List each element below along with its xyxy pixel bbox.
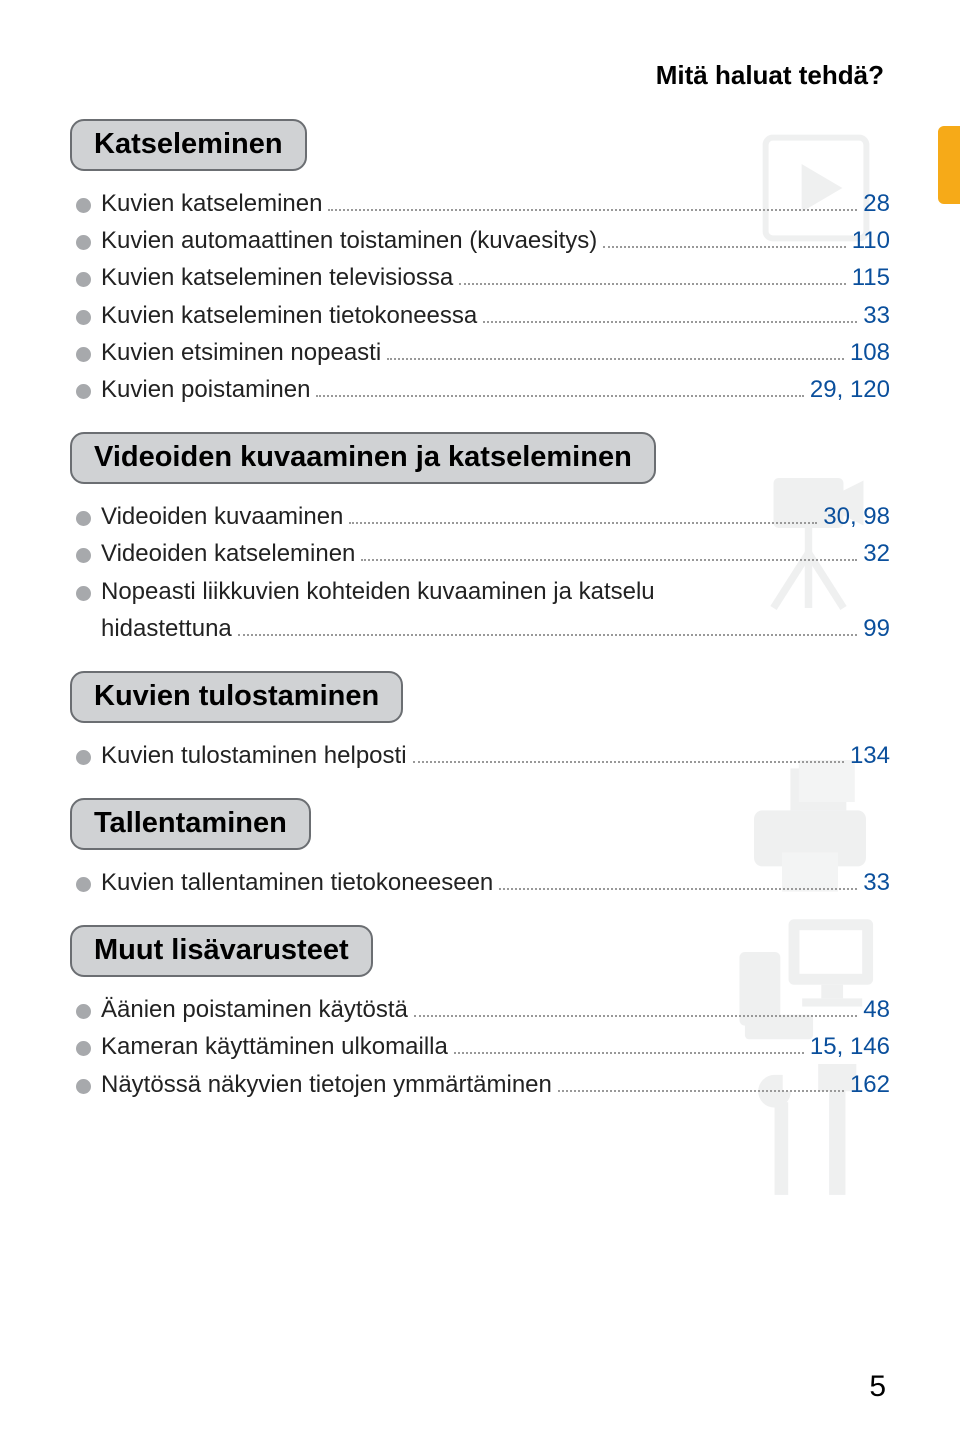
item-label: Äänien poistaminen käytöstä: [101, 991, 408, 1028]
section-title: Videoiden kuvaaminen ja katseleminen: [70, 432, 656, 484]
item-label: Kuvien katseleminen tietokoneessa: [101, 297, 477, 334]
item-label: Kameran käyttäminen ulkomailla: [101, 1028, 448, 1065]
section-katseleminen: Katseleminen Kuvien katseleminen 28 Kuvie…: [70, 119, 890, 408]
bullet-icon: [76, 1004, 91, 1019]
bullet-icon: [76, 1041, 91, 1056]
bullet-icon: [76, 1079, 91, 1094]
leader-dots: [316, 373, 803, 397]
toc-item[interactable]: Kuvien tulostaminen helposti 134: [70, 737, 890, 774]
toc-item[interactable]: Videoiden kuvaaminen 30, 98: [70, 498, 890, 535]
toc-item[interactable]: Kuvien poistaminen 29, 120: [70, 371, 890, 408]
leader-dots: [328, 187, 857, 211]
bullet-icon: [76, 750, 91, 765]
bullet-icon: [76, 586, 91, 601]
page-ref: 99: [863, 610, 890, 647]
item-label-line2: hidastettuna: [101, 610, 232, 647]
item-label: Näytössä näkyvien tietojen ymmärtäminen: [101, 1066, 552, 1103]
page-ref: 115: [852, 259, 890, 296]
page-ref: 15, 146: [810, 1028, 890, 1065]
bullet-icon: [76, 310, 91, 325]
item-label: Kuvien etsiminen nopeasti: [101, 334, 381, 371]
page-ref: 110: [852, 222, 890, 259]
leader-dots: [499, 866, 857, 890]
item-label: Videoiden katseleminen: [101, 535, 355, 572]
toc-item[interactable]: Kuvien katseleminen televisiossa 115: [70, 259, 890, 296]
toc-item[interactable]: Kuvien katseleminen 28: [70, 185, 890, 222]
section-tulostaminen: Kuvien tulostaminen Kuvien tulostaminen …: [70, 671, 890, 774]
leader-dots: [413, 739, 844, 763]
section-title: Kuvien tulostaminen: [70, 671, 403, 723]
page-ref: 30, 98: [823, 498, 890, 535]
section-title: Tallentaminen: [70, 798, 311, 850]
toc-item[interactable]: Kuvien katseleminen tietokoneessa 33: [70, 297, 890, 334]
bullet-icon: [76, 347, 91, 362]
bullet-icon: [76, 877, 91, 892]
item-label: Videoiden kuvaaminen: [101, 498, 343, 535]
bullet-icon: [76, 198, 91, 213]
leader-dots: [361, 537, 857, 561]
toc-item[interactable]: Näytössä näkyvien tietojen ymmärtäminen 1…: [70, 1066, 890, 1103]
leader-dots: [454, 1030, 804, 1054]
toc-item[interactable]: Nopeasti liikkuvien kohteiden kuvaaminen…: [70, 573, 890, 647]
section-title: Muut lisävarusteet: [70, 925, 373, 977]
page-ref: 134: [850, 737, 890, 774]
page-ref: 48: [863, 991, 890, 1028]
item-label: Nopeasti liikkuvien kohteiden kuvaaminen…: [101, 573, 655, 610]
page-ref: 29, 120: [810, 371, 890, 408]
item-label: Kuvien poistaminen: [101, 371, 310, 408]
leader-dots: [603, 224, 845, 248]
item-label: Kuvien katseleminen: [101, 185, 322, 222]
item-label: Kuvien tallentaminen tietokoneeseen: [101, 864, 493, 901]
bullet-icon: [76, 384, 91, 399]
section-videoiden: Videoiden kuvaaminen ja katseleminen Vid…: [70, 432, 890, 647]
bullet-icon: [76, 548, 91, 563]
page-ref: 33: [863, 864, 890, 901]
item-label: Kuvien katseleminen televisiossa: [101, 259, 453, 296]
item-label: Kuvien automaattinen toistaminen (kuvaes…: [101, 222, 597, 259]
page-header: Mitä haluat tehdä?: [70, 60, 890, 91]
bullet-icon: [76, 272, 91, 287]
leader-dots: [349, 500, 817, 524]
leader-dots: [558, 1068, 844, 1092]
section-muut: Muut lisävarusteet Äänien poistaminen kä…: [70, 925, 890, 1103]
section-title: Katseleminen: [70, 119, 307, 171]
bullet-icon: [76, 235, 91, 250]
leader-dots: [238, 612, 858, 636]
page-ref: 33: [863, 297, 890, 334]
toc-item[interactable]: Äänien poistaminen käytöstä 48: [70, 991, 890, 1028]
toc-item[interactable]: Kameran käyttäminen ulkomailla 15, 146: [70, 1028, 890, 1065]
page-ref: 28: [863, 185, 890, 222]
page-ref: 162: [850, 1066, 890, 1103]
bullet-icon: [76, 511, 91, 526]
leader-dots: [414, 993, 857, 1017]
side-tab: [938, 126, 960, 204]
leader-dots: [387, 336, 844, 360]
page-ref: 108: [850, 334, 890, 371]
toc-item[interactable]: Kuvien etsiminen nopeasti 108: [70, 334, 890, 371]
toc-item[interactable]: Kuvien tallentaminen tietokoneeseen 33: [70, 864, 890, 901]
leader-dots: [459, 261, 846, 285]
page-ref: 32: [863, 535, 890, 572]
section-tallentaminen: Tallentaminen Kuvien tallentaminen tieto…: [70, 798, 890, 901]
toc-item[interactable]: Kuvien automaattinen toistaminen (kuvaes…: [70, 222, 890, 259]
page-number: 5: [869, 1370, 886, 1404]
item-label: Kuvien tulostaminen helposti: [101, 737, 407, 774]
leader-dots: [483, 299, 857, 323]
toc-item[interactable]: Videoiden katseleminen 32: [70, 535, 890, 572]
